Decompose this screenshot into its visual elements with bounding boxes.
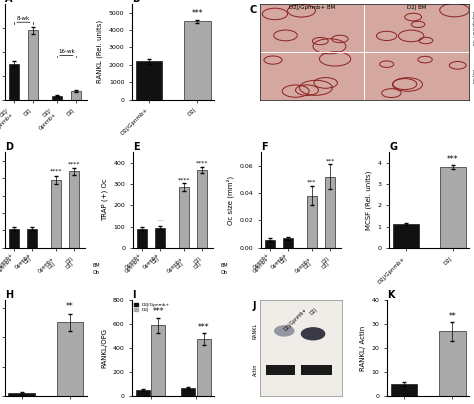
Text: D2J/Gpnmb+: D2J/Gpnmb+ xyxy=(283,307,308,332)
Text: E: E xyxy=(133,142,139,152)
Text: Gpnmb+: Gpnmb+ xyxy=(252,252,270,270)
FancyBboxPatch shape xyxy=(260,4,365,52)
Bar xyxy=(440,167,465,248)
Bar xyxy=(197,339,210,396)
Text: BM: BM xyxy=(93,263,100,267)
Text: D2J: D2J xyxy=(174,261,184,270)
Text: K: K xyxy=(387,290,394,300)
Bar xyxy=(283,238,293,248)
Text: ****: **** xyxy=(178,177,190,182)
Bar xyxy=(151,326,165,396)
Text: Ob: Ob xyxy=(221,270,228,275)
Y-axis label: RANKL/OPG: RANKL/OPG xyxy=(101,328,107,368)
Text: D2J: D2J xyxy=(46,261,56,270)
Bar xyxy=(27,30,38,100)
Bar xyxy=(9,229,19,248)
Text: D2J BM: D2J BM xyxy=(407,5,427,10)
Text: Gpnmb+: Gpnmb+ xyxy=(270,252,288,270)
Text: Gpnmb+: Gpnmb+ xyxy=(14,252,32,270)
Ellipse shape xyxy=(274,325,294,337)
Text: C: C xyxy=(249,5,256,15)
Text: Ob: Ob xyxy=(93,270,100,275)
Text: ....: .... xyxy=(156,217,164,222)
Text: ***: *** xyxy=(198,323,210,332)
Bar xyxy=(52,96,62,100)
Text: BM: BM xyxy=(221,263,228,267)
Ellipse shape xyxy=(301,327,325,341)
Bar xyxy=(301,365,332,375)
Text: ***: *** xyxy=(447,155,458,164)
Text: Gpnmb+: Gpnmb+ xyxy=(142,252,160,270)
Text: D2J Ob: D2J Ob xyxy=(471,69,474,83)
Bar xyxy=(393,224,419,248)
Bar xyxy=(69,171,79,248)
Bar xyxy=(51,180,61,248)
Text: H: H xyxy=(5,290,13,300)
Bar xyxy=(265,240,275,248)
Text: 16-wk: 16-wk xyxy=(58,49,75,54)
Text: ***: *** xyxy=(153,307,164,316)
Bar xyxy=(197,170,207,248)
Bar xyxy=(155,227,165,248)
Text: RANKL: RANKL xyxy=(253,323,258,339)
Text: ***: *** xyxy=(326,158,335,163)
Text: Gpnmb+: Gpnmb+ xyxy=(124,252,142,270)
Text: 8-wk: 8-wk xyxy=(17,16,30,21)
Text: B: B xyxy=(132,0,139,4)
Text: Actin: Actin xyxy=(253,364,258,376)
Text: **: ** xyxy=(66,302,74,311)
Text: D2J: D2J xyxy=(303,261,312,270)
Bar xyxy=(136,390,150,396)
Text: D2J/Gpnmb+ Ob: D2J/Gpnmb+ Ob xyxy=(471,11,474,45)
Text: D2J: D2J xyxy=(321,261,330,270)
Legend: D2J/Gpnmb+, D2J: D2J/Gpnmb+, D2J xyxy=(135,303,170,311)
Bar xyxy=(307,196,317,248)
Bar xyxy=(391,384,417,396)
Text: ***: *** xyxy=(307,180,317,185)
Text: D2J/Gpnmb+ BM: D2J/Gpnmb+ BM xyxy=(289,5,335,10)
FancyBboxPatch shape xyxy=(260,52,365,100)
Text: ***: *** xyxy=(191,9,203,18)
Text: Gpnmb+: Gpnmb+ xyxy=(0,252,14,270)
Text: D2J: D2J xyxy=(193,261,202,270)
Y-axis label: RANKL/ Actin: RANKL/ Actin xyxy=(360,326,366,371)
Bar xyxy=(57,322,83,396)
Bar xyxy=(136,61,163,100)
Text: ****: **** xyxy=(49,169,62,174)
Bar xyxy=(27,229,37,248)
FancyBboxPatch shape xyxy=(365,4,469,52)
Text: **: ** xyxy=(448,311,456,321)
Bar xyxy=(439,331,465,396)
Bar xyxy=(9,64,19,100)
Y-axis label: RANKL (Rel. units): RANKL (Rel. units) xyxy=(97,20,103,83)
Y-axis label: MCSF (Rel. units): MCSF (Rel. units) xyxy=(365,170,372,229)
Text: G: G xyxy=(389,142,397,152)
Bar xyxy=(325,177,335,248)
Text: ****: **** xyxy=(68,161,80,166)
Text: I: I xyxy=(132,290,136,300)
Text: D2J: D2J xyxy=(309,307,318,316)
Bar xyxy=(9,393,35,396)
Text: D2J: D2J xyxy=(65,261,74,270)
Y-axis label: Oc size (mm²): Oc size (mm²) xyxy=(227,175,234,225)
Bar xyxy=(179,187,189,248)
Text: ****: **** xyxy=(196,161,208,166)
Bar xyxy=(184,21,210,100)
Bar xyxy=(182,388,195,396)
Text: D: D xyxy=(5,142,13,152)
Bar xyxy=(137,229,147,248)
Text: A: A xyxy=(5,0,12,4)
Text: J: J xyxy=(253,301,256,311)
Bar xyxy=(71,91,81,100)
FancyBboxPatch shape xyxy=(365,52,469,100)
Bar xyxy=(266,365,295,375)
Text: F: F xyxy=(261,142,268,152)
Y-axis label: TRAP (+) Oc: TRAP (+) Oc xyxy=(101,179,108,221)
